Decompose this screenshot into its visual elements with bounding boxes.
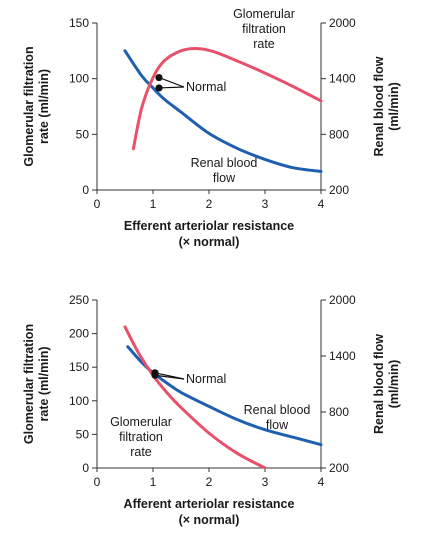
y-axis-label-left: Glomerular filtrationrate (ml/min) (22, 46, 51, 166)
y-left-tick-label: 0 (82, 461, 89, 475)
chart-panel-2: 0 1 2 3 4 0 50 100 150 200 250 200 800 1400 2000 Affere… (22, 293, 401, 527)
y-right-tick-label: 200 (329, 183, 349, 197)
y-axis-label-right: Renal blood flow(ml/min) (372, 334, 401, 434)
gfr-curve-label: Glomerular filtration rate (110, 415, 172, 459)
y-left-tick-label: 150 (69, 16, 89, 30)
y-right-tick-label: 2000 (329, 293, 356, 307)
y-left-tick-label: 250 (69, 293, 89, 307)
x-tick-label: 2 (206, 197, 213, 211)
y-right-tick-label: 800 (329, 127, 349, 141)
x-tick-label: 0 (94, 197, 101, 211)
y-right-tick-label: 1400 (329, 349, 356, 363)
y-left-tick-label: 150 (69, 360, 89, 374)
series-line-glomerular-filtration-rate (131, 47, 323, 151)
y-axis-label-right: Renal blood flow(ml/min) (372, 56, 401, 156)
x-axis-label: Efferent arteriolar resistance (124, 219, 294, 233)
x-tick-label: 1 (150, 197, 157, 211)
rbf-curve-label: Renal blood flow (191, 156, 258, 185)
y-left-tick-label: 200 (69, 327, 89, 341)
normal-label: Normal (186, 80, 226, 94)
normal-leader-line (158, 76, 185, 88)
y-left-tick-label: 50 (76, 427, 90, 441)
y-right-tick-label: 2000 (329, 16, 356, 30)
series-line-glomerular-filtration-rate (123, 325, 267, 470)
y-left-tick-label: 0 (82, 183, 89, 197)
y-right-tick-label: 200 (329, 461, 349, 475)
x-tick-label: 4 (318, 475, 325, 489)
y-left-tick-label: 100 (69, 394, 89, 408)
rbf-curve-label: Renal blood flow (244, 403, 311, 432)
chart-panel-1: 0 1 2 3 4 0 50 100 150 200 800 1400 2000 Efferent art… (22, 7, 401, 249)
y-left-tick-label: 50 (76, 127, 90, 141)
x-tick-label: 0 (94, 475, 101, 489)
normal-leader-line (158, 86, 185, 89)
x-tick-label: 4 (318, 197, 325, 211)
x-tick-label: 2 (206, 475, 213, 489)
x-axis-sublabel: (× normal) (179, 513, 240, 527)
normal-point-rbf (151, 369, 159, 377)
x-tick-label: 1 (150, 475, 157, 489)
normal-point-gfr (155, 73, 163, 82)
y-right-tick-label: 800 (329, 405, 349, 419)
x-axis-label: Afferent arteriolar resistance (124, 497, 295, 511)
normal-leader-line (154, 372, 185, 380)
normal-point-rbf (155, 84, 163, 92)
series-line-renal-blood-flow (123, 49, 323, 173)
x-tick-label: 3 (262, 197, 269, 211)
normal-label: Normal (186, 372, 226, 386)
y-axis-label-left: Glomerular filtrationrate (ml/min) (22, 324, 51, 444)
gfr-curve-label: Glomerular filtration rate (233, 7, 295, 51)
x-axis-sublabel: (× normal) (179, 235, 240, 249)
x-tick-label: 3 (262, 475, 269, 489)
y-left-tick-label: 100 (69, 72, 89, 86)
y-right-tick-label: 1400 (329, 72, 356, 86)
